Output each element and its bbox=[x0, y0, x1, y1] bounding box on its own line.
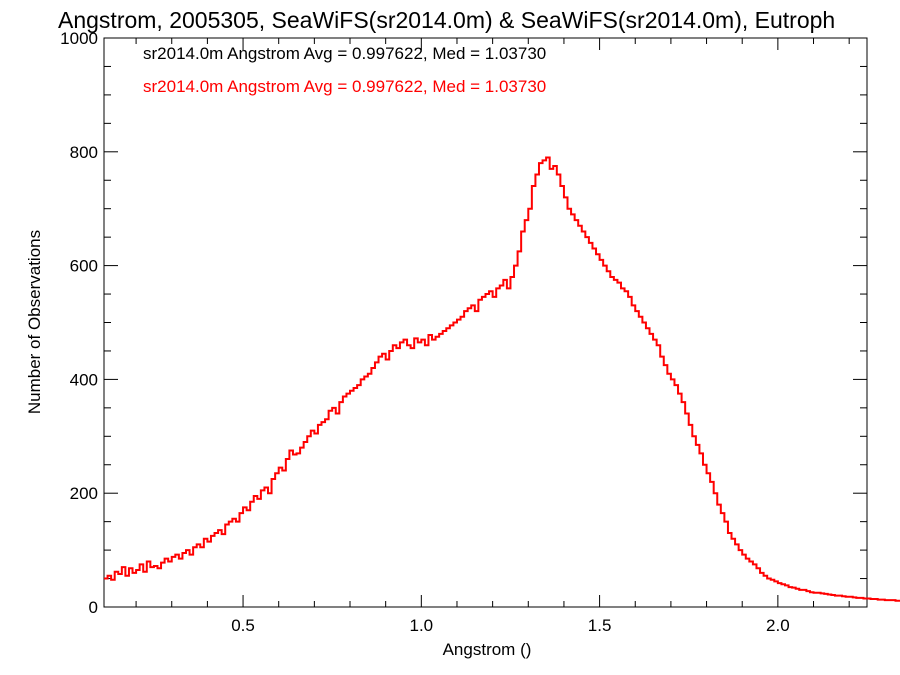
annotation-red: sr2014.0m Angstrom Avg = 0.997622, Med =… bbox=[143, 77, 546, 96]
plot-area: 0.5 1.0 1.5 2.0 0 200 400 600 800 1000 bbox=[60, 29, 900, 635]
histogram-series-line bbox=[104, 156, 900, 602]
y-tick-label: 200 bbox=[70, 484, 98, 503]
y-axis-label: Number of Observations bbox=[25, 230, 44, 414]
y-tick-label: 1000 bbox=[60, 29, 98, 48]
plot-frame bbox=[103, 37, 868, 608]
y-tick-label: 0 bbox=[89, 598, 98, 617]
chart-title: Angstrom, 2005305, SeaWiFS(sr2014.0m) & … bbox=[58, 7, 835, 33]
x-axis-label: Angstrom () bbox=[443, 640, 532, 659]
x-tick-label: 0.5 bbox=[231, 616, 255, 635]
x-tick-label: 2.0 bbox=[766, 616, 790, 635]
y-tick-label: 600 bbox=[70, 257, 98, 276]
y-tick-label: 400 bbox=[70, 370, 98, 389]
x-tick-label: 1.0 bbox=[410, 616, 434, 635]
y-tick-label: 800 bbox=[70, 143, 98, 162]
annotation-black: sr2014.0m Angstrom Avg = 0.997622, Med =… bbox=[143, 44, 546, 63]
x-tick-label: 1.5 bbox=[588, 616, 612, 635]
